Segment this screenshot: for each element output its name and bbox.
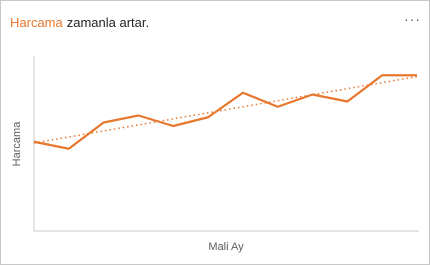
title-rest: zamanla artar. [66,15,150,30]
title-highlight: Harcama [10,15,63,30]
series-line [33,74,417,150]
x-axis-label: Mali Ay [208,241,244,253]
title: Harcama zamanla artar. [10,15,149,30]
y-axis-label: Harcama [11,121,23,167]
trend-line [33,75,418,144]
more-options[interactable]: ··· [404,11,421,27]
